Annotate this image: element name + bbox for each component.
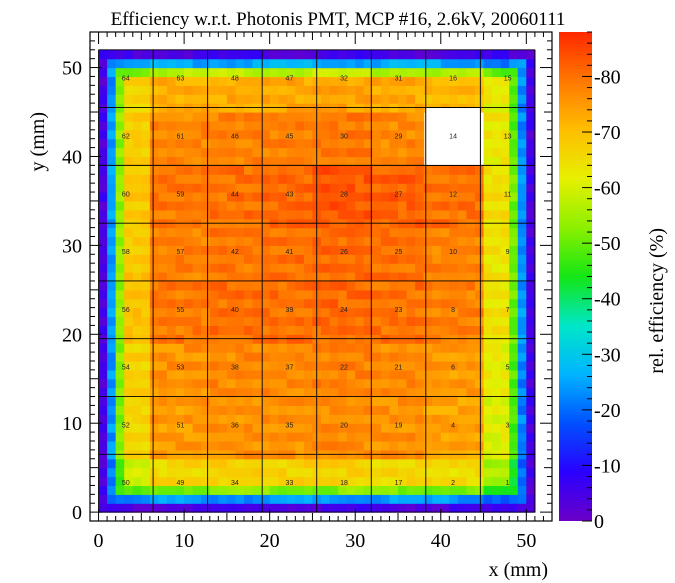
pad-label: 51	[176, 422, 184, 429]
y-axis-ticks: 0 10 20 30 40 50	[62, 31, 552, 524]
pad-label: 23	[395, 307, 403, 314]
pad-label: 18	[340, 480, 348, 487]
pad-label: 36	[231, 422, 239, 429]
y-tick-label: 50	[62, 58, 82, 80]
pad-label: 34	[231, 480, 239, 487]
pad-label: 38	[231, 365, 239, 372]
pad-label: 8	[451, 307, 455, 314]
pad-label: 61	[176, 133, 184, 140]
pad-label: 49	[176, 480, 184, 487]
pad-label: 33	[286, 480, 294, 487]
y-tick-label: 0	[72, 502, 82, 524]
pad-label: 24	[340, 307, 348, 314]
pad-label: 30	[340, 133, 348, 140]
pad-label: 20	[340, 422, 348, 429]
pad-label: 44	[231, 191, 239, 198]
pad-label: 9	[506, 249, 510, 256]
pad-label: 39	[286, 307, 294, 314]
pad-label: 19	[395, 422, 403, 429]
x-tick-label: 30	[345, 530, 365, 552]
color-scale-ticks: 0 -10 -20 -30 -40 -50 -60 -70 -80	[582, 31, 621, 533]
pad-label: 31	[395, 76, 403, 83]
pad-label: 60	[122, 191, 130, 198]
pad-label: 43	[286, 191, 294, 198]
pad-label: 42	[231, 249, 239, 256]
pad-label: 14	[449, 133, 457, 140]
x-tick-label: 20	[260, 530, 280, 552]
pad-label: 53	[176, 365, 184, 372]
pad-label: 40	[231, 307, 239, 314]
pad-label: 25	[395, 249, 403, 256]
z-tick-label: 0	[594, 511, 604, 533]
z-tick-label: -20	[594, 400, 621, 422]
z-tick-label: -50	[594, 233, 621, 255]
pad-label: 12	[449, 191, 457, 198]
pad-label: 55	[176, 307, 184, 314]
pad-label: 54	[122, 365, 130, 372]
pad-label: 46	[231, 133, 239, 140]
pad-label: 26	[340, 249, 348, 256]
pad-label: 16	[449, 76, 457, 83]
pad-label: 47	[286, 76, 294, 83]
color-scale-bar	[559, 32, 592, 521]
pad-label: 59	[176, 191, 184, 198]
pad-label: 15	[504, 76, 512, 83]
y-tick-label: 10	[62, 413, 82, 435]
z-tick-label: -40	[594, 289, 621, 311]
pad-label: 5	[506, 365, 510, 372]
pad-label: 64	[122, 76, 130, 83]
x-axis-ticks: 0 10 20 30 40 50	[94, 32, 553, 552]
pad-label: 37	[286, 365, 294, 372]
x-axis-label: x (mm)	[489, 559, 548, 581]
pad-label: 3	[506, 422, 510, 429]
pad-label: 21	[395, 365, 403, 372]
pad-label: 4	[451, 422, 455, 429]
pad-grid-lines	[98, 49, 536, 513]
pad-label: 2	[451, 480, 455, 487]
z-tick-label: -80	[594, 66, 621, 88]
pad-label: 7	[506, 307, 510, 314]
dead-pad	[425, 107, 481, 166]
pad-label: 1	[506, 480, 510, 487]
pad-label: 63	[176, 76, 184, 83]
x-tick-label: 50	[516, 530, 536, 552]
pad-label: 27	[395, 191, 403, 198]
chart-title: Efficiency w.r.t. Photonis PMT, MCP #16,…	[111, 9, 566, 30]
pad-label: 62	[122, 133, 130, 140]
pad-label: 41	[286, 249, 294, 256]
pad-label: 35	[286, 422, 294, 429]
color-scale-label: rel. efficiency (%)	[646, 228, 668, 374]
x-tick-label: 40	[431, 530, 451, 552]
pad-label: 56	[122, 307, 130, 314]
pad-label: 13	[504, 133, 512, 140]
x-tick-label: 10	[174, 530, 194, 552]
pad-label: 11	[504, 191, 511, 198]
y-tick-label: 20	[62, 324, 82, 346]
y-tick-label: 40	[62, 146, 82, 168]
y-axis-label: y (mm)	[27, 112, 49, 171]
x-tick-label: 0	[94, 530, 104, 552]
pad-label: 48	[231, 76, 239, 83]
pad-label: 28	[340, 191, 348, 198]
z-tick-label: -60	[594, 178, 621, 200]
y-tick-label: 30	[62, 235, 82, 257]
z-tick-label: -30	[594, 344, 621, 366]
pad-label: 45	[286, 133, 294, 140]
pad-label: 50	[122, 480, 130, 487]
z-tick-label: -10	[594, 455, 621, 477]
pad-label: 58	[122, 249, 130, 256]
pad-label: 57	[176, 249, 184, 256]
pad-label: 22	[340, 365, 348, 372]
pad-label: 17	[395, 480, 403, 487]
z-tick-label: -70	[594, 122, 621, 144]
pad-label: 32	[340, 76, 348, 83]
pad-label: 10	[449, 249, 457, 256]
pad-label: 29	[395, 133, 403, 140]
pad-label: 6	[451, 365, 455, 372]
pad-label: 52	[122, 422, 130, 429]
